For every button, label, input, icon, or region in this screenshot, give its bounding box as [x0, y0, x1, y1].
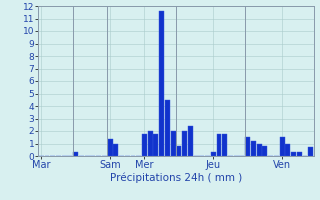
Bar [285, 144, 290, 156]
Bar [159, 11, 164, 156]
Bar [182, 131, 187, 156]
Bar [154, 134, 158, 156]
Bar [73, 152, 78, 156]
Bar [262, 146, 267, 156]
Bar [165, 100, 170, 156]
Bar [211, 152, 216, 156]
X-axis label: Précipitations 24h ( mm ): Précipitations 24h ( mm ) [110, 173, 242, 183]
Bar [142, 134, 147, 156]
Bar [113, 144, 118, 156]
Bar [171, 131, 176, 156]
Bar [291, 152, 296, 156]
Bar [308, 147, 313, 156]
Bar [297, 152, 302, 156]
Bar [217, 134, 221, 156]
Bar [280, 137, 284, 156]
Bar [222, 134, 227, 156]
Bar [176, 146, 181, 156]
Bar [257, 144, 261, 156]
Bar [251, 141, 256, 156]
Bar [188, 126, 193, 156]
Bar [148, 131, 153, 156]
Bar [108, 138, 113, 156]
Bar [245, 137, 250, 156]
